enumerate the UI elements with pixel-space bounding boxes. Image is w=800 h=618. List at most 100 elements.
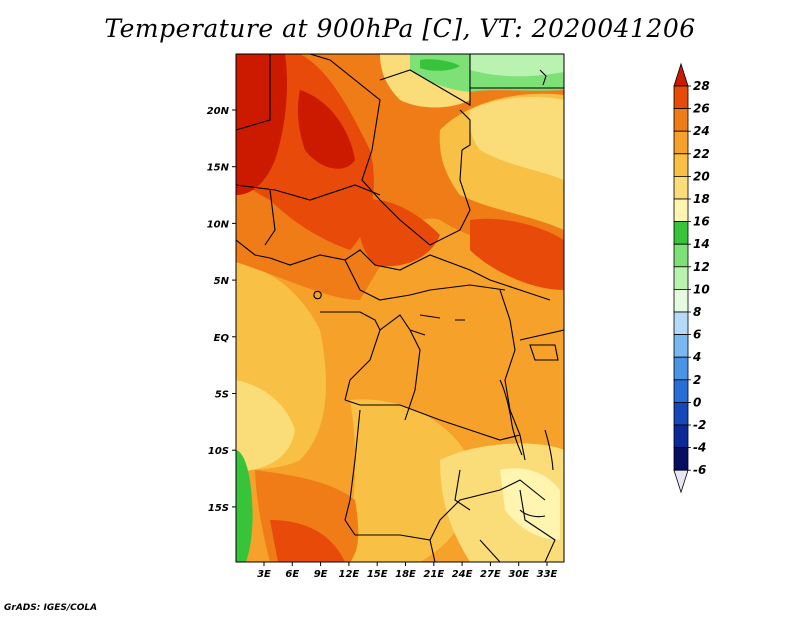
border-car [344, 249, 551, 301]
colorbar-label: -6 [693, 463, 706, 477]
colorbar-box [673, 85, 689, 110]
border-10 [454, 469, 471, 511]
border-3 [459, 109, 471, 151]
y-tick-label: 10N [207, 219, 230, 230]
country-borders [236, 54, 564, 562]
border-5 [359, 284, 506, 301]
field-sudan-hot [470, 218, 564, 290]
y-tick-label: 15N [207, 163, 230, 174]
colorbar-label: -4 [693, 441, 706, 455]
border-east [499, 289, 526, 461]
colorbar-box [673, 424, 689, 449]
colorbar-label: 24 [693, 124, 710, 138]
border-angola [344, 409, 361, 536]
border-zambia [355, 479, 546, 541]
y-tick-label: 5N [214, 276, 230, 287]
colorbar-label: 18 [693, 192, 710, 206]
colorbar-boxes [673, 62, 689, 494]
colorbar-label: 2 [693, 373, 701, 387]
border-6 [519, 329, 564, 341]
colorbar-box [673, 108, 689, 132]
x-tick-label: 27E [480, 569, 501, 580]
border-congo [379, 314, 421, 421]
border-nile [539, 69, 547, 86]
temperature-field [236, 54, 564, 562]
colorbar-box [673, 447, 689, 471]
field-angola-coast [236, 380, 295, 472]
field-egypt-light [469, 97, 564, 180]
field-niger-hot [297, 90, 355, 169]
y-tick-label: 15S [208, 503, 229, 514]
border-chad [309, 54, 471, 246]
border-lake [529, 344, 559, 361]
lake-kariba [519, 509, 546, 518]
field-green-patch [420, 59, 460, 71]
border-8 [479, 539, 501, 562]
colorbar-box [673, 198, 689, 223]
colorbar-box [673, 221, 689, 245]
colorbar-box [673, 130, 689, 155]
x-tick-label: 6E [285, 569, 299, 580]
colorbar-label: -2 [693, 418, 706, 432]
colorbar-box [673, 243, 689, 268]
colorbar-label: 4 [692, 350, 701, 364]
lake-small [313, 290, 322, 300]
colorbar-label: 6 [693, 328, 701, 342]
colorbar-bottom-arrow [673, 469, 689, 494]
border-libya [379, 54, 471, 106]
y-tick-label: 10S [208, 446, 229, 457]
colorbar-label: 26 [693, 102, 710, 116]
map-frame [235, 53, 565, 563]
field-coastal-green [236, 450, 253, 562]
field-southeast-light [500, 468, 560, 540]
x-axis: 3E 6E 9E 12E 15E 18E 21E 24E 27E 30E 33E [257, 562, 558, 580]
x-tick-label: 18E [395, 569, 416, 580]
border-1 [236, 54, 271, 131]
colorbar-label: 28 [693, 79, 710, 93]
colorbar-label: 14 [693, 237, 710, 251]
colorbar-box [673, 356, 689, 381]
colorbar-label: 0 [693, 395, 701, 409]
colorbar-label: 12 [693, 260, 710, 274]
field-car-hot [358, 199, 440, 267]
colorbar-box [673, 379, 689, 403]
border-7 [429, 539, 436, 562]
colorbar-box [673, 334, 689, 358]
colorbar-box [673, 153, 689, 177]
footer-credit: GrADS: IGES/COLA [4, 603, 98, 613]
colorbar-label: 22 [693, 147, 710, 161]
colorbar-top-arrow [673, 62, 689, 87]
border-sahel [236, 184, 381, 201]
colorbar-box [673, 175, 689, 200]
x-tick-label: 15E [367, 569, 388, 580]
x-tick-label: 30E [508, 569, 529, 580]
y-tick-label: 5S [215, 390, 229, 401]
lake-malawi [544, 429, 554, 471]
y-tick-label: 20N [207, 106, 230, 117]
x-tick-label: 9E [314, 569, 328, 580]
colorbar-label: 8 [693, 305, 701, 319]
field-central [380, 277, 564, 435]
colorbar-box [673, 288, 689, 313]
colorbar-label: 10 [693, 282, 710, 296]
x-tick-label: 24E [452, 569, 473, 580]
map-title: Temperature at 900hPa [C], VT: 202004120… [104, 14, 696, 43]
border-2 [264, 189, 276, 246]
x-tick-label: 21E [423, 569, 444, 580]
border-drc-south [344, 399, 521, 441]
x-tick-label: 12E [339, 569, 360, 580]
y-tick-label: EQ [214, 333, 230, 344]
x-tick-label: 33E [537, 569, 558, 580]
lake-tanganyika [499, 379, 523, 456]
colorbar-label: 16 [693, 215, 710, 229]
x-tick-label: 3E [257, 569, 271, 580]
colorbar-box [673, 311, 689, 336]
colorbar-label: 20 [693, 169, 710, 183]
field-sahara-hottest [236, 54, 287, 195]
y-axis: 20N 15N 10N 5N EQ 5S 10S 15S [207, 106, 236, 514]
border-9 [519, 489, 556, 562]
colorbar-box [673, 266, 689, 290]
